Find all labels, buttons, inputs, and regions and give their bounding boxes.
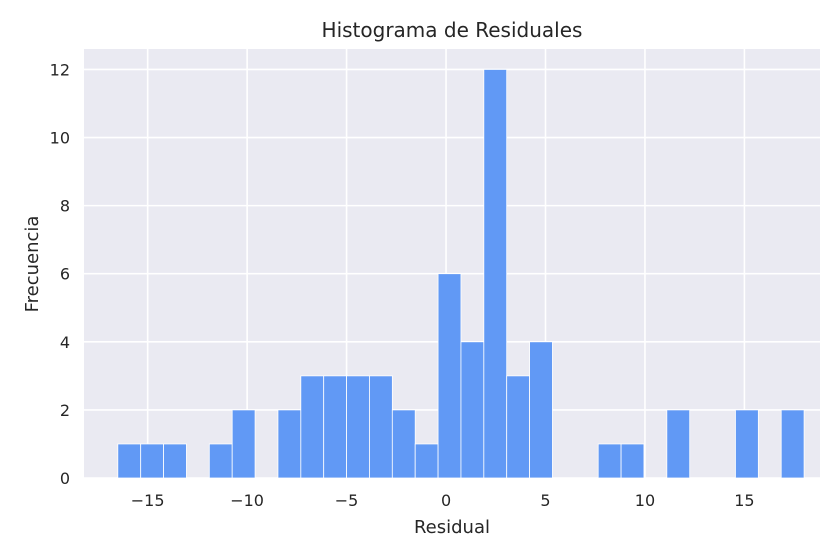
histogram-bar <box>437 273 462 479</box>
x-tick-label: −5 <box>335 491 359 510</box>
y-tick-label: 2 <box>60 401 70 420</box>
histogram-bar <box>346 375 370 479</box>
histogram-bar <box>735 409 759 479</box>
histogram-bar <box>597 443 622 479</box>
histogram-bar <box>277 409 302 479</box>
x-tick-labels: −15 −10 −5 0 5 10 15 <box>131 491 755 510</box>
x-tick-label: 10 <box>635 491 655 510</box>
y-tick-label: 8 <box>60 197 70 216</box>
histogram-bars <box>117 69 805 479</box>
y-tick-label: 6 <box>60 265 70 284</box>
histogram-bar <box>506 375 530 479</box>
histogram-bar <box>460 341 485 479</box>
histogram-bar <box>529 341 553 479</box>
x-tick-label: −10 <box>230 491 264 510</box>
histogram-bar <box>483 69 508 479</box>
histogram-bar <box>163 443 187 479</box>
histogram-bar <box>231 409 256 479</box>
histogram-bar <box>780 409 805 479</box>
histogram-bar <box>620 443 645 479</box>
histogram-bar <box>666 409 691 479</box>
histogram-bar <box>300 375 325 479</box>
histogram-bar <box>414 443 439 479</box>
y-tick-label: 4 <box>60 333 70 352</box>
histogram-bar <box>369 375 393 479</box>
x-tick-label: −15 <box>131 491 165 510</box>
x-tick-label: 0 <box>441 491 451 510</box>
histogram-bar <box>117 443 142 479</box>
histogram-bar <box>391 409 416 479</box>
x-tick-label: 5 <box>540 491 550 510</box>
histogram-bar <box>208 443 233 479</box>
y-axis-label: Frecuencia <box>22 216 43 313</box>
x-tick-label: 15 <box>734 491 754 510</box>
histogram-bar <box>323 375 347 479</box>
y-tick-label: 12 <box>50 60 70 79</box>
x-axis-label: Residual <box>414 517 490 538</box>
y-tick-label: 10 <box>50 129 70 148</box>
histogram-bar <box>140 443 164 479</box>
chart-title: Histograma de Residuales <box>322 18 583 42</box>
y-tick-label: 0 <box>60 469 70 488</box>
y-tick-labels: 0 2 4 6 8 10 12 <box>50 60 70 488</box>
